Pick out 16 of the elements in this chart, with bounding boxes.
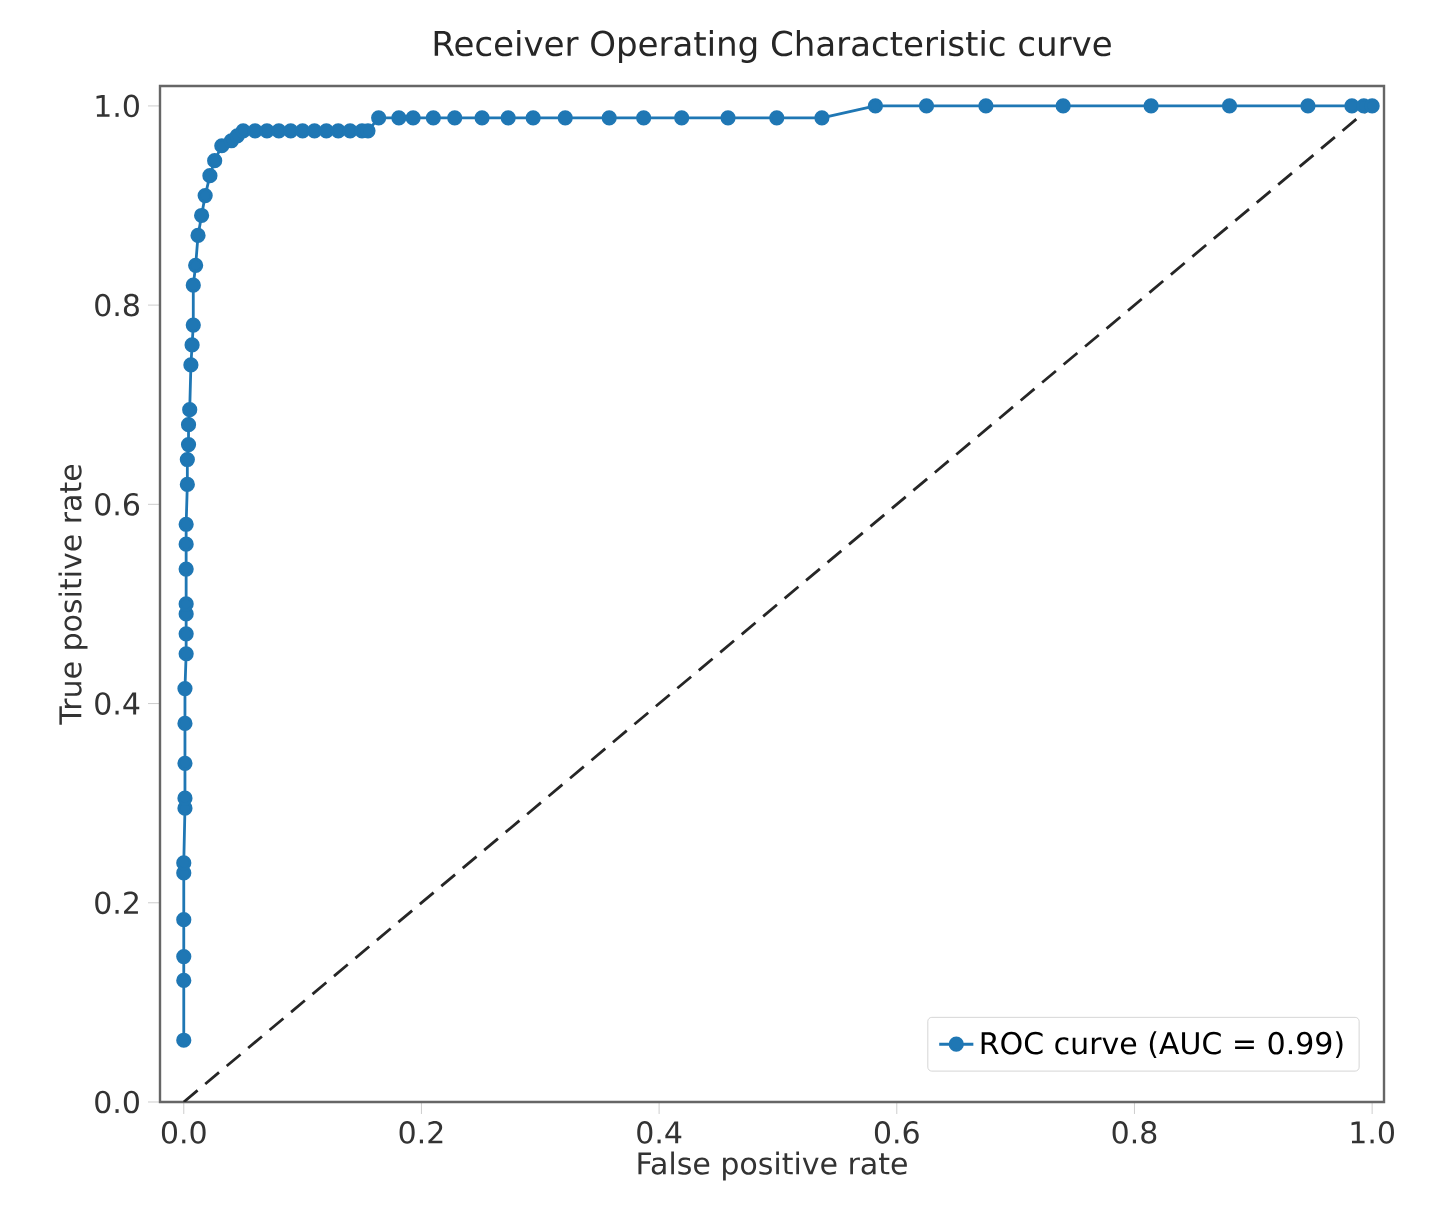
- legend-label: ROC curve (AUC = 0.99): [981, 1031, 1343, 1059]
- x-axis-title: False positive rate: [638, 1151, 907, 1181]
- chart-title: Receiver Operating Characteristic curve: [434, 30, 1111, 63]
- x-tick-label: 0.4: [637, 1121, 682, 1144]
- x-tick-label: 0.8: [1112, 1121, 1157, 1144]
- y-tick-label: 0.4: [95, 692, 140, 715]
- y-tick-label: 0.6: [95, 492, 140, 516]
- y-axis-title: True positive rate: [58, 464, 88, 725]
- y-tick-label: 0.0: [95, 1090, 139, 1114]
- y-tick-label: 1.0: [96, 94, 139, 118]
- x-tick-label: 0.6: [874, 1121, 919, 1144]
- x-tick-label: 0.0: [161, 1121, 206, 1144]
- y-tick-label: 0.2: [95, 891, 138, 915]
- x-tick-label: 1.0: [1351, 1121, 1394, 1144]
- y-tick-label: 0.8: [95, 293, 139, 317]
- x-tick-label: 0.2: [399, 1121, 443, 1144]
